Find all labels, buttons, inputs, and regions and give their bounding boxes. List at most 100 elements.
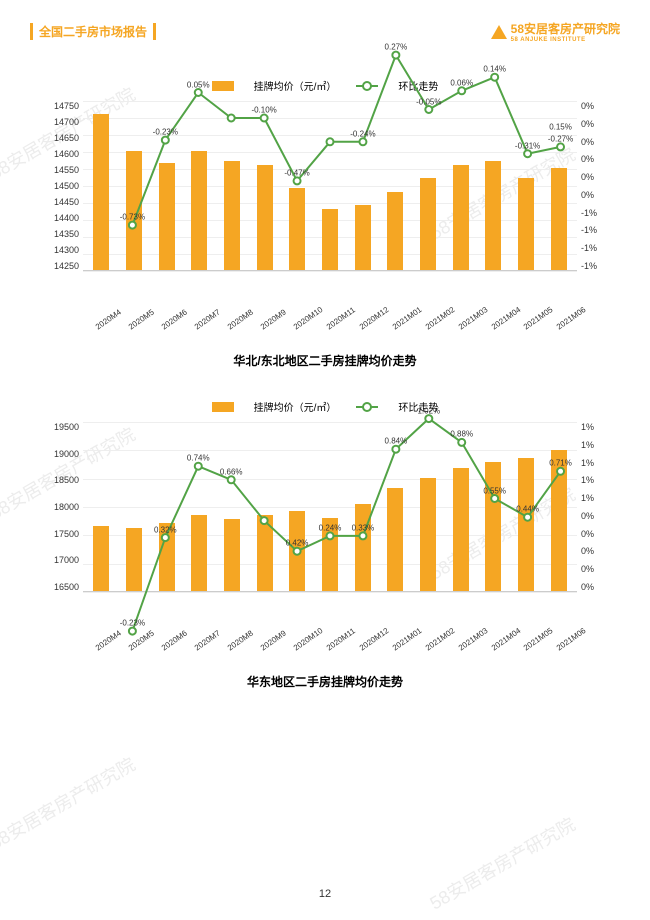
x-tick: 2021M06 — [555, 636, 573, 653]
y-tick: 14300 — [45, 245, 79, 255]
y-tick: 14400 — [45, 213, 79, 223]
y-tick: 14700 — [45, 117, 79, 127]
brand-sub: 58 ANJUKE INSTITUTE — [511, 37, 620, 43]
watermark: 58安居客房产研究院 — [0, 751, 140, 856]
point-label: 0.55% — [483, 486, 506, 495]
line-series — [83, 101, 577, 270]
x-tick: 2020M10 — [292, 315, 310, 332]
point-label: -0.23% — [153, 127, 178, 136]
y-tick: 14450 — [45, 197, 79, 207]
x-tick: 2020M6 — [160, 315, 178, 332]
y-axis-right: 1%1%1%1%1%0%0%0%0%0% — [577, 422, 605, 592]
legend-line-icon — [356, 85, 378, 87]
x-tick: 2020M4 — [94, 636, 112, 653]
legend-bar-icon — [212, 81, 234, 91]
y-tick: 16500 — [45, 582, 79, 592]
chart-area: 14750 14700 14650 14600 14550 14500 14450 14400… — [45, 101, 605, 311]
x-tick: 2021M06 — [555, 315, 573, 332]
y-tick-right: 1% — [581, 422, 605, 432]
x-tick: 2021M04 — [489, 315, 507, 332]
chart-title: 华北/东北地区二手房挂牌均价走势 — [45, 352, 605, 369]
point-label: 0.42% — [286, 539, 309, 548]
legend-line-icon — [356, 406, 378, 408]
y-tick: 17000 — [45, 555, 79, 565]
point-label: 0.84% — [385, 437, 408, 446]
x-tick: 2020M7 — [193, 636, 211, 653]
x-tick: 2021M02 — [424, 636, 442, 653]
y-axis-left: 19500190001850018000175001700016500 — [45, 422, 83, 592]
x-tick: 2020M5 — [127, 315, 145, 332]
x-tick: 2021M03 — [456, 636, 474, 653]
point-label: -0.31% — [515, 141, 540, 150]
y-tick: 14350 — [45, 229, 79, 239]
y-axis-left: 14750 14700 14650 14600 14550 14500 14450 14400… — [45, 101, 83, 271]
chart: 挂牌均价（元/㎡） 环比走势19500190001850018000175001… — [45, 399, 605, 690]
y-tick: 14250 — [45, 261, 79, 271]
point-label: 0.24% — [319, 523, 342, 532]
legend-bar-label: 挂牌均价（元/㎡） — [254, 399, 337, 414]
y-tick-right: 0% — [581, 137, 605, 147]
x-tick: 2020M8 — [226, 636, 244, 653]
x-tick: 2021M02 — [424, 315, 442, 332]
y-tick: 14650 — [45, 133, 79, 143]
y-tick: 14600 — [45, 149, 79, 159]
y-tick-right: 0% — [581, 511, 605, 521]
point-label: 0.15% — [549, 122, 572, 131]
x-tick: 2021M01 — [391, 636, 409, 653]
point-label: -0.47% — [284, 168, 309, 177]
x-tick: 2021M03 — [456, 315, 474, 332]
x-tick: 2021M05 — [522, 636, 540, 653]
x-tick: 2020M9 — [259, 315, 277, 332]
y-tick: 14550 — [45, 165, 79, 175]
y-tick-right: 0% — [581, 564, 605, 574]
y-tick-right: 1% — [581, 440, 605, 450]
point-label: -0.73% — [120, 212, 145, 221]
point-label: -0.23% — [120, 618, 145, 627]
line-series — [83, 422, 577, 591]
y-tick: 17500 — [45, 529, 79, 539]
chart-area: 19500190001850018000175001700016500-0.23… — [45, 422, 605, 632]
y-tick-right: 1% — [581, 493, 605, 503]
x-tick: 2021M04 — [489, 636, 507, 653]
x-tick: 2020M11 — [325, 636, 343, 653]
point-label: 0.06% — [450, 78, 473, 87]
y-tick: 14750 — [45, 101, 79, 111]
y-tick-right: 0% — [581, 190, 605, 200]
x-tick: 2020M9 — [259, 636, 277, 653]
report-title: 全国二手房市场报告 — [30, 23, 156, 40]
x-tick: 2020M4 — [94, 315, 112, 332]
point-label: 0.27% — [385, 43, 408, 52]
legend-bar-label: 挂牌均价（元/㎡） — [254, 78, 337, 93]
chart-legend: 挂牌均价（元/㎡） 环比走势 — [45, 399, 605, 414]
y-tick-right: -1% — [581, 243, 605, 253]
y-tick-right: 0% — [581, 172, 605, 182]
point-label: -0.27% — [548, 134, 573, 143]
point-label: 0.71% — [549, 459, 572, 468]
y-tick-right: 0% — [581, 101, 605, 111]
y-tick: 14500 — [45, 181, 79, 191]
y-tick: 19500 — [45, 422, 79, 432]
page-number: 12 — [0, 888, 650, 900]
chart: 挂牌均价（元/㎡） 环比走势14750147001465014600145501… — [45, 78, 605, 369]
legend-bar-icon — [212, 402, 234, 412]
point-label: 0.33% — [352, 523, 375, 532]
x-tick: 2021M01 — [391, 315, 409, 332]
y-tick-right: 1% — [581, 458, 605, 468]
x-tick: 2021M05 — [522, 315, 540, 332]
point-label: -0.05% — [416, 97, 441, 106]
y-tick-right: -1% — [581, 261, 605, 271]
x-tick: 2020M12 — [358, 315, 376, 332]
y-tick: 19000 — [45, 449, 79, 459]
grid-line — [83, 271, 577, 272]
point-label: 0.88% — [450, 430, 473, 439]
x-tick: 2020M7 — [193, 315, 211, 332]
x-tick: 2020M6 — [160, 636, 178, 653]
y-tick-right: 0% — [581, 546, 605, 556]
y-tick-right: 0% — [581, 154, 605, 164]
plot-area: -0.73%-0.23%0.05%-0.10%-0.47%-0.24%0.27%… — [83, 101, 577, 271]
point-label: 0.74% — [187, 454, 210, 463]
brand-name: 58安居客房产研究院 — [511, 20, 620, 37]
point-label: 0.44% — [516, 505, 539, 514]
y-tick-right: -1% — [581, 208, 605, 218]
x-tick: 2020M8 — [226, 315, 244, 332]
